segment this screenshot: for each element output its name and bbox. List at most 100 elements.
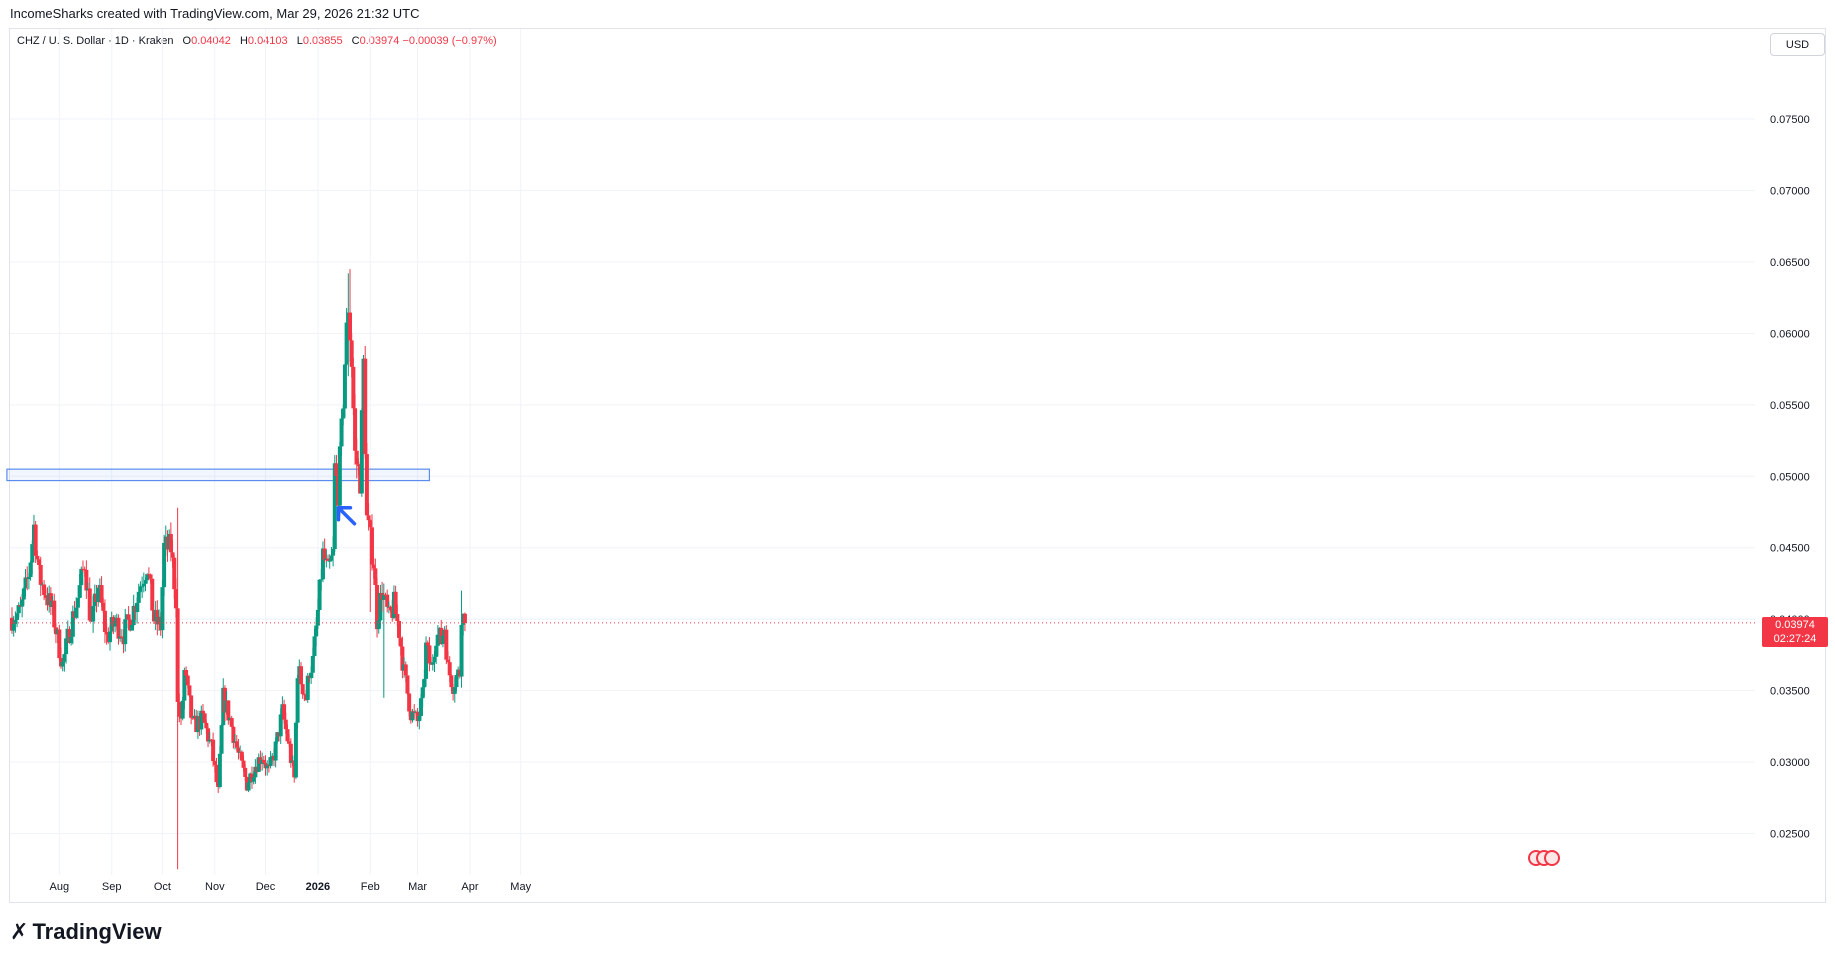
candle-body bbox=[317, 579, 322, 610]
candle-body bbox=[366, 515, 371, 521]
candle-body bbox=[251, 777, 256, 782]
last-price-value: 0.03974 bbox=[1775, 619, 1815, 631]
x-tick-label: Nov bbox=[205, 881, 225, 893]
tradingview-mark-icon: ✗ bbox=[10, 919, 28, 944]
candle-body bbox=[363, 358, 368, 455]
candle-body bbox=[403, 664, 408, 676]
y-tick-label: 0.03000 bbox=[1770, 757, 1810, 769]
candle-body bbox=[265, 764, 270, 769]
candle-body bbox=[84, 569, 89, 591]
candle-body bbox=[57, 629, 62, 659]
currency-button[interactable]: USD bbox=[1770, 33, 1825, 56]
candle-body bbox=[273, 741, 278, 761]
candle-body bbox=[206, 728, 211, 742]
candle-body bbox=[131, 605, 136, 626]
candle-body bbox=[204, 722, 209, 729]
candle-body bbox=[135, 602, 140, 613]
candle-body bbox=[417, 715, 422, 722]
candle-body bbox=[331, 548, 336, 556]
candle-body bbox=[87, 588, 92, 621]
candle-body bbox=[315, 609, 320, 626]
candle-body bbox=[184, 669, 189, 676]
candle-body bbox=[440, 635, 445, 645]
candle-body bbox=[123, 619, 128, 645]
candle-body bbox=[452, 687, 457, 694]
candle-body bbox=[427, 645, 432, 664]
candle-body bbox=[337, 446, 342, 506]
candle-body bbox=[393, 591, 398, 615]
y-tick-label: 0.06500 bbox=[1770, 257, 1810, 269]
candle-body bbox=[30, 544, 35, 563]
candle-body bbox=[385, 594, 390, 607]
candle-body bbox=[322, 548, 327, 561]
candle-body bbox=[253, 766, 258, 778]
x-tick-label: 2026 bbox=[306, 881, 330, 893]
candle-body bbox=[91, 606, 96, 622]
candle-body bbox=[77, 585, 82, 599]
candle-body bbox=[187, 685, 192, 696]
candle-body bbox=[243, 767, 248, 777]
candle-body bbox=[226, 700, 231, 721]
y-tick-label: 0.07000 bbox=[1770, 185, 1810, 197]
candle-body bbox=[275, 732, 280, 742]
candle-body bbox=[172, 557, 177, 590]
candle-body bbox=[96, 587, 101, 603]
candle-body bbox=[104, 631, 109, 635]
candle-body bbox=[287, 741, 292, 744]
candle-body bbox=[314, 625, 319, 637]
candle-body bbox=[368, 520, 373, 528]
candle-body bbox=[435, 634, 440, 646]
x-tick-label: Aug bbox=[50, 881, 70, 893]
low-value: 0.03855 bbox=[302, 35, 343, 47]
candle-body bbox=[182, 669, 187, 701]
candle-body bbox=[70, 611, 75, 637]
event-flag-icon[interactable] bbox=[1544, 850, 1560, 866]
candle-body bbox=[143, 580, 148, 584]
candle-body bbox=[190, 717, 195, 719]
candle-body bbox=[246, 782, 251, 791]
x-tick-label: Feb bbox=[361, 881, 380, 893]
symbol-title[interactable]: CHZ / U. S. Dollar · 1D · Kraken bbox=[17, 35, 174, 47]
candle-body bbox=[20, 599, 25, 607]
candle-body bbox=[28, 562, 33, 578]
candle-body bbox=[102, 610, 107, 632]
candle-body bbox=[64, 638, 69, 655]
candle-body bbox=[373, 568, 378, 586]
candle-body bbox=[35, 555, 40, 560]
y-tick-label: 0.03500 bbox=[1770, 686, 1810, 698]
candle-body bbox=[449, 675, 454, 688]
chart-pane[interactable] bbox=[9, 28, 1826, 903]
economic-events[interactable] bbox=[1528, 850, 1560, 866]
candle-body bbox=[256, 757, 261, 772]
candle-body bbox=[62, 654, 67, 662]
candle-body bbox=[278, 714, 283, 737]
candle-body bbox=[145, 574, 150, 581]
candle-body bbox=[268, 757, 273, 767]
open-value: 0.04042 bbox=[191, 35, 231, 47]
candle-body bbox=[454, 674, 459, 688]
candle-body bbox=[424, 642, 429, 679]
candle-body bbox=[140, 586, 145, 588]
candle-body bbox=[344, 322, 349, 365]
candle-body bbox=[398, 637, 403, 647]
x-tick-label: Mar bbox=[408, 881, 427, 893]
candle-body bbox=[319, 579, 324, 581]
candle-body bbox=[21, 588, 26, 600]
y-tick-label: 0.05000 bbox=[1770, 471, 1810, 483]
candle-body bbox=[43, 595, 48, 598]
candle-body bbox=[79, 568, 84, 586]
candle-body bbox=[211, 739, 216, 762]
candle-body bbox=[160, 587, 165, 631]
candle-body bbox=[310, 656, 315, 673]
candle-body bbox=[116, 617, 121, 639]
candle-body bbox=[420, 687, 425, 699]
candle-body bbox=[422, 678, 427, 688]
candle-body bbox=[175, 608, 180, 702]
candle-body bbox=[82, 569, 87, 571]
candle-body bbox=[119, 636, 124, 638]
candle-body bbox=[288, 743, 293, 764]
candle-body bbox=[219, 725, 224, 754]
candle-body bbox=[60, 661, 65, 667]
candle-body bbox=[432, 656, 437, 663]
